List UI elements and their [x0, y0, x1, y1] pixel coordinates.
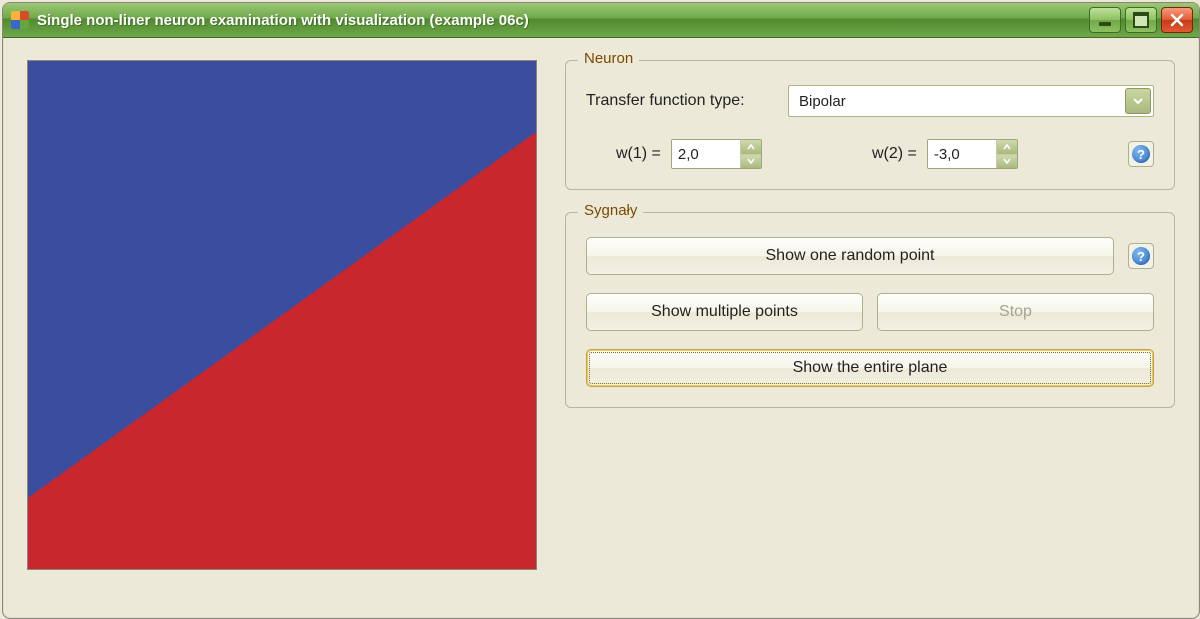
- show-entire-plane-button[interactable]: Show the entire plane: [586, 349, 1154, 387]
- help-icon: ?: [1132, 247, 1150, 265]
- show-multiple-points-button[interactable]: Show multiple points: [586, 293, 863, 331]
- chevron-down-icon: [747, 158, 755, 164]
- w2-group: w(2) =: [872, 139, 1018, 169]
- stop-label: Stop: [999, 303, 1032, 321]
- client-area: Neuron Transfer function type: Bipolar: [3, 38, 1199, 618]
- chevron-down-icon: [1003, 158, 1011, 164]
- dropdown-button[interactable]: [1125, 88, 1151, 114]
- signals-row2: Show multiple points Stop: [586, 293, 1154, 331]
- w2-label: w(2) =: [872, 145, 917, 163]
- w1-down-button[interactable]: [741, 154, 761, 169]
- w1-group: w(1) =: [616, 139, 762, 169]
- visualization-svg: [28, 61, 536, 569]
- window-title: Single non-liner neuron examination with…: [37, 12, 1089, 29]
- w2-down-button[interactable]: [997, 154, 1017, 169]
- maximize-icon: [1133, 12, 1149, 28]
- signals-group-legend: Sygnały: [578, 202, 643, 219]
- signals-help-button[interactable]: ?: [1128, 243, 1154, 269]
- window-controls: [1089, 7, 1193, 33]
- chevron-down-icon: [1132, 95, 1144, 107]
- neuron-group: Neuron Transfer function type: Bipolar: [565, 60, 1175, 190]
- minimize-icon: [1099, 22, 1111, 26]
- chevron-up-icon: [1003, 144, 1011, 150]
- stop-button[interactable]: Stop: [877, 293, 1154, 331]
- transfer-function-label: Transfer function type:: [586, 92, 776, 110]
- signals-row3: Show the entire plane: [586, 349, 1154, 387]
- w2-up-button[interactable]: [997, 140, 1017, 154]
- signals-group: Sygnały Show one random point ? Show mul…: [565, 212, 1175, 408]
- transfer-function-dropdown[interactable]: Bipolar: [788, 85, 1154, 117]
- app-icon: [11, 11, 29, 29]
- neuron-help-button[interactable]: ?: [1128, 141, 1154, 167]
- chevron-up-icon: [747, 144, 755, 150]
- show-multiple-points-label: Show multiple points: [651, 303, 798, 321]
- w1-up-button[interactable]: [741, 140, 761, 154]
- app-window: Single non-liner neuron examination with…: [2, 2, 1200, 619]
- titlebar: Single non-liner neuron examination with…: [3, 3, 1199, 38]
- signals-row1: Show one random point ?: [586, 237, 1154, 275]
- w1-label: w(1) =: [616, 145, 661, 163]
- visualization-canvas: [27, 60, 537, 570]
- transfer-function-value: Bipolar: [799, 93, 1125, 110]
- show-one-point-button[interactable]: Show one random point: [586, 237, 1114, 275]
- w2-spinner[interactable]: [927, 139, 1018, 169]
- close-icon: [1170, 13, 1184, 27]
- transfer-row: Transfer function type: Bipolar: [586, 85, 1154, 117]
- w2-input[interactable]: [928, 140, 996, 168]
- weights-row: w(1) =: [586, 139, 1154, 169]
- maximize-button[interactable]: [1125, 7, 1157, 33]
- show-one-point-label: Show one random point: [766, 247, 935, 265]
- right-panel: Neuron Transfer function type: Bipolar: [565, 60, 1175, 594]
- w1-input[interactable]: [672, 140, 740, 168]
- minimize-button[interactable]: [1089, 7, 1121, 33]
- show-entire-plane-label: Show the entire plane: [793, 359, 948, 377]
- w1-spinner[interactable]: [671, 139, 762, 169]
- help-icon: ?: [1132, 145, 1150, 163]
- close-button[interactable]: [1161, 7, 1193, 33]
- neuron-group-legend: Neuron: [578, 50, 639, 67]
- neuron-help-slot: ?: [1128, 141, 1154, 167]
